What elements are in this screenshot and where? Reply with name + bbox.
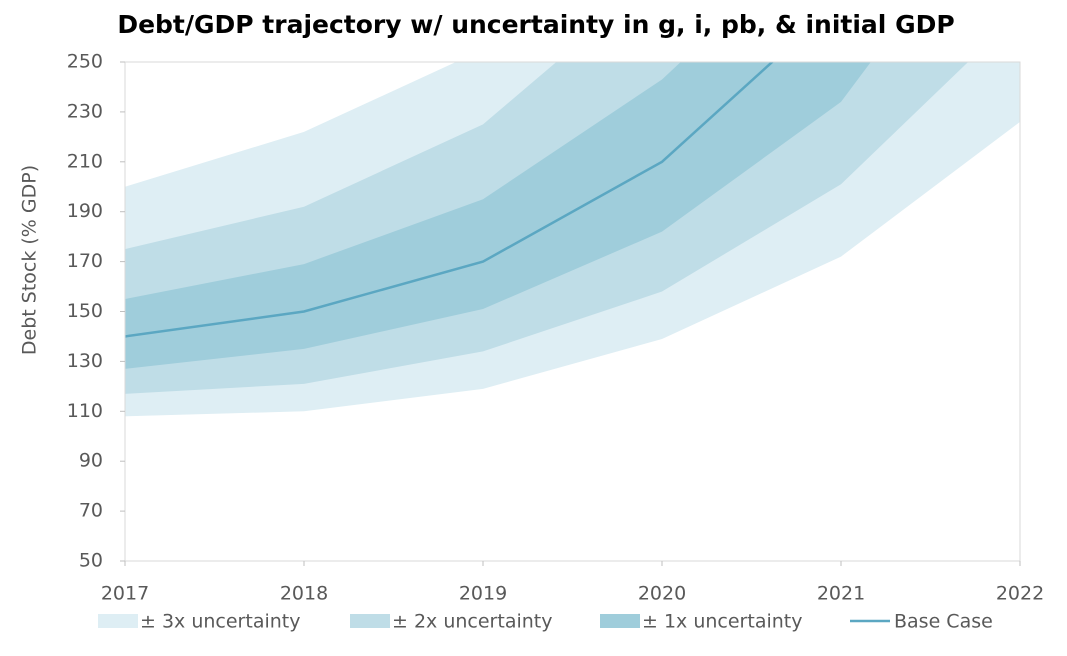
base-line <box>125 62 775 338</box>
x-tick-label: 2019 <box>459 583 507 605</box>
y-axis-label: Debt Stock (% GDP) <box>19 165 41 355</box>
legend-swatch <box>350 614 390 628</box>
y-tick-label: 150 <box>67 300 103 322</box>
y-tick-label: 170 <box>67 250 103 272</box>
legend-label: ± 2x uncertainty <box>392 611 552 633</box>
y-tick-label: 230 <box>67 100 103 122</box>
y-tick-label: 210 <box>67 150 103 172</box>
y-tick-label: 250 <box>67 51 103 73</box>
x-tick-label: 2022 <box>996 583 1044 605</box>
y-tick-label: 130 <box>67 350 103 372</box>
x-tick-label: 2021 <box>817 583 865 605</box>
y-tick-label: 70 <box>79 500 103 522</box>
legend-swatch <box>98 614 138 628</box>
uncertainty-band <box>125 62 871 369</box>
legend-label: ± 3x uncertainty <box>140 611 300 633</box>
y-tick-label: 190 <box>67 200 103 222</box>
x-tick-label: 2018 <box>280 583 328 605</box>
legend-label: ± 1x uncertainty <box>642 611 802 633</box>
legend-label: Base Case <box>894 611 993 633</box>
plot-area <box>125 62 1020 417</box>
chart-title: Debt/GDP trajectory w/ uncertainty in g,… <box>117 10 954 39</box>
y-tick-label: 90 <box>79 450 103 472</box>
x-tick-label: 2020 <box>638 583 686 605</box>
legend-swatch <box>600 614 640 628</box>
y-tick-label: 50 <box>79 550 103 572</box>
x-tick-label: 2017 <box>101 583 149 605</box>
y-tick-label: 110 <box>67 400 103 422</box>
